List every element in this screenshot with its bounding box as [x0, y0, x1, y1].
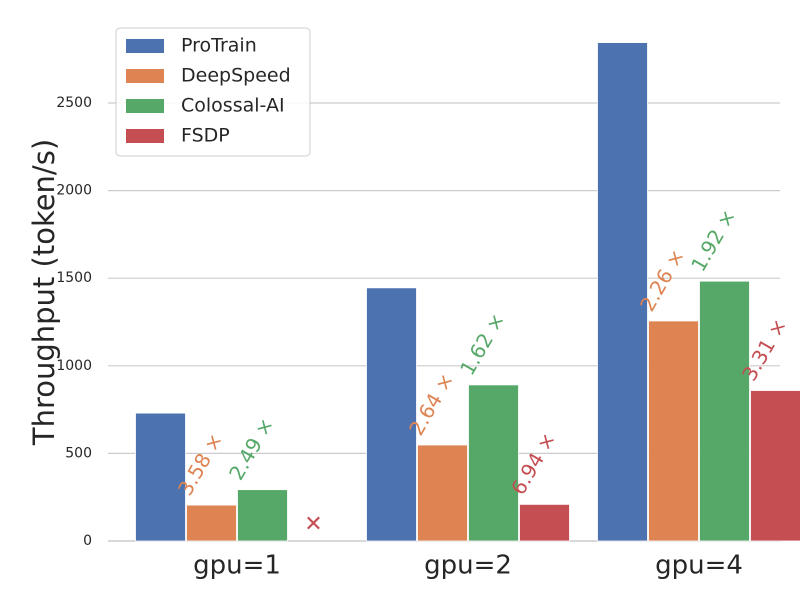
- legend-label: Colossal-AI: [181, 95, 285, 117]
- y-tick-labels: 0 500 1000 1500 2000 2500: [56, 95, 92, 549]
- speedup-label: 1.92 ×: [686, 205, 741, 276]
- failed-marker: ✕: [304, 512, 322, 537]
- bar-deepspeed: [186, 504, 237, 542]
- bar-protrain: [366, 287, 417, 542]
- y-tick-label: 0: [83, 533, 92, 549]
- legend-swatch: [126, 69, 164, 83]
- speedup-label: 2.49 ×: [224, 414, 279, 485]
- legend-swatch: [126, 99, 164, 113]
- bar-fsdp: [519, 503, 570, 542]
- x-tick-label: gpu=2: [424, 551, 512, 581]
- y-tick-label: 1000: [56, 358, 92, 374]
- legend-frame: [115, 27, 311, 157]
- legend: ProTrain DeepSpeed Colossal-AI FSDP: [115, 27, 311, 157]
- legend-swatch: [126, 129, 164, 143]
- legend-label: FSDP: [181, 125, 230, 147]
- bar-protrain: [135, 412, 186, 542]
- y-tick-label: 1500: [56, 270, 92, 286]
- speedup-label: 1.62 ×: [455, 309, 510, 380]
- legend-label: DeepSpeed: [181, 65, 291, 87]
- y-axis-label: Throughput (token/s): [27, 139, 61, 446]
- bar-fsdp: [750, 390, 800, 542]
- bar-colossal-ai: [237, 489, 288, 542]
- x-tick-label: gpu=4: [655, 551, 743, 581]
- bar-colossal-ai: [468, 384, 519, 542]
- x-tick-label: gpu=1: [193, 551, 281, 581]
- legend-items: ProTrain DeepSpeed Colossal-AI FSDP: [126, 35, 291, 147]
- legend-swatch: [126, 39, 164, 53]
- y-tick-label: 500: [65, 445, 92, 461]
- bar-protrain: [597, 42, 648, 542]
- legend-label: ProTrain: [181, 35, 257, 57]
- bar-deepspeed: [648, 320, 699, 542]
- x-tick-labels: gpu=1 gpu=2 gpu=4: [193, 551, 743, 581]
- bar-colossal-ai: [699, 280, 750, 542]
- bars: [135, 42, 800, 542]
- bar-deepspeed: [417, 444, 468, 542]
- y-tick-label: 2500: [56, 95, 92, 111]
- y-tick-label: 2000: [56, 183, 92, 199]
